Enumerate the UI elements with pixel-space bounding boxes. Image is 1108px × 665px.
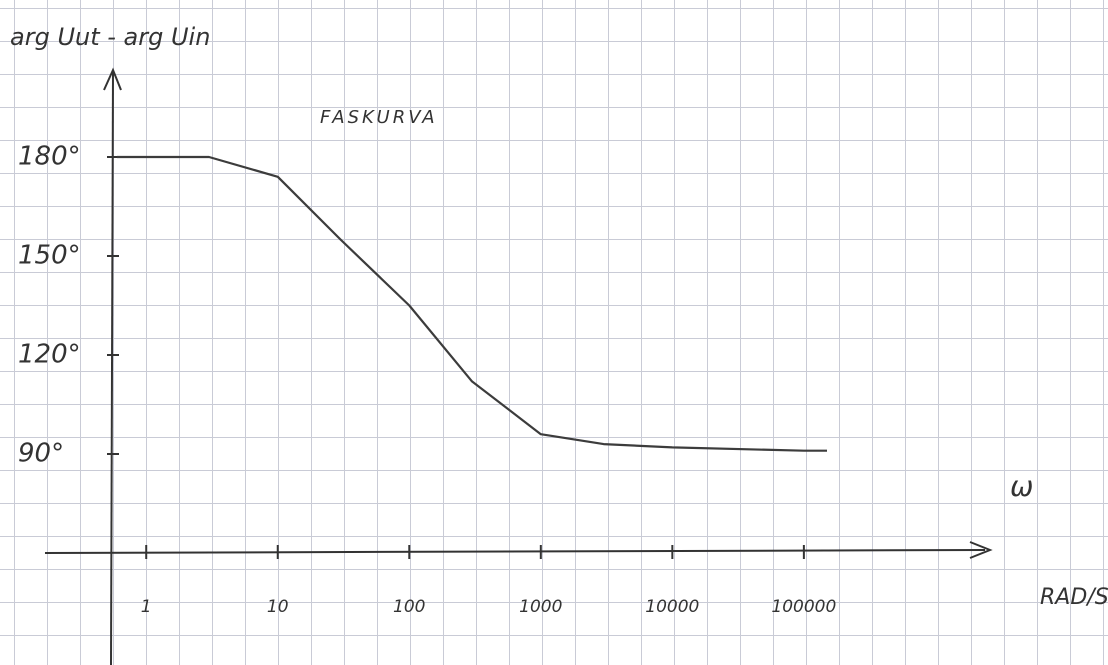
y-tick-label: 150° xyxy=(18,241,81,271)
y-axis-label: arg Uut - arg Uin xyxy=(10,23,210,51)
x-tick-label: 100000 xyxy=(771,597,836,617)
x-tick-label: 100 xyxy=(393,597,425,617)
x-tick-label: 1 xyxy=(141,597,152,617)
x-axis-label: ω xyxy=(1010,470,1033,503)
y-tick-label: 120° xyxy=(18,340,81,370)
x-tick-label: 10 xyxy=(267,597,289,617)
data-line xyxy=(117,157,827,451)
y-tick-label: 90° xyxy=(18,439,64,469)
y-axis xyxy=(111,72,113,665)
y-tick-label: 180° xyxy=(18,142,81,172)
x-axis xyxy=(45,550,985,553)
x-tick-label: 10000 xyxy=(645,597,699,617)
chart-title: FASKURVA xyxy=(320,107,438,128)
chart: arg Uut - arg Uin FASKURVA ω RAD/S 90° 12… xyxy=(0,0,1108,665)
x-axis-unit: RAD/S xyxy=(1040,585,1108,610)
page: arg Uut - arg Uin FASKURVA ω RAD/S 90° 12… xyxy=(0,0,1108,665)
x-tick-label: 1000 xyxy=(519,597,562,617)
